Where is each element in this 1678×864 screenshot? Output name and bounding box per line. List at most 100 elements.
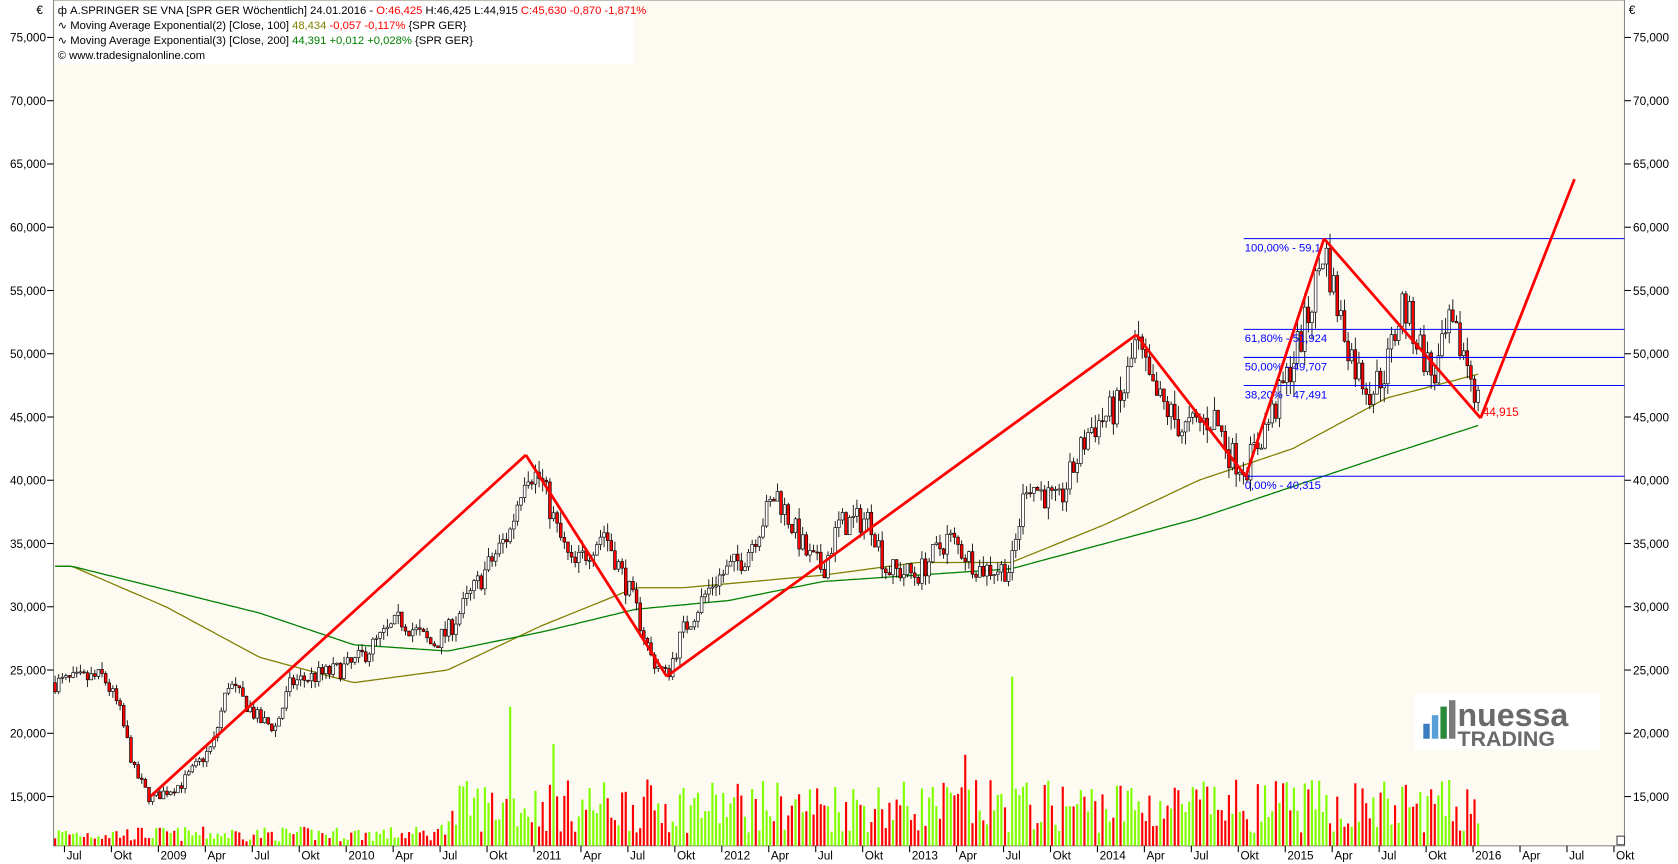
candle (840, 512, 845, 521)
volume-bar (310, 829, 313, 846)
fibonacci-levels: 100,00% - 59,1 61,80% - 51,924 50,00% - 49… (1243, 238, 1625, 492)
volume-bar (996, 794, 999, 846)
volume-bar (1014, 788, 1017, 846)
candle (1039, 489, 1043, 492)
volume-bar (169, 833, 172, 846)
volume-bar (823, 805, 826, 846)
candle (233, 683, 238, 686)
candle (887, 572, 892, 576)
candle (295, 679, 299, 686)
volume-bar (1094, 801, 1097, 846)
volume-bar (501, 802, 505, 846)
candle (981, 566, 986, 577)
volume-bar (1332, 831, 1335, 846)
candle (226, 687, 231, 694)
candle (754, 544, 758, 547)
volume-bar (1101, 794, 1104, 846)
candle (909, 563, 913, 574)
volume-bar (361, 840, 364, 846)
candle (1476, 389, 1480, 403)
x-tick-label: Jul (1381, 850, 1396, 863)
volume-bar (1162, 818, 1165, 846)
candle (179, 785, 184, 789)
candle (866, 512, 870, 520)
candle (1389, 334, 1394, 350)
candle (291, 677, 296, 686)
candle (331, 663, 335, 675)
candle (638, 602, 642, 631)
candle (1057, 488, 1061, 491)
candle (1187, 417, 1191, 423)
volume-bar (1444, 816, 1447, 846)
volume-bar (1361, 788, 1364, 846)
candle (1079, 437, 1083, 464)
candle (559, 522, 563, 538)
volume-bar (1036, 823, 1039, 846)
x-tick-label: Okt (865, 850, 884, 863)
candle (317, 667, 321, 682)
candle (1317, 268, 1321, 272)
volume-bar (335, 827, 338, 846)
volume-bar (1003, 807, 1007, 846)
volume-bar (891, 819, 895, 846)
candle (1089, 427, 1094, 433)
candle (566, 541, 570, 553)
volume-bar (277, 841, 281, 846)
candle (1053, 489, 1058, 491)
volume-bar (949, 792, 952, 846)
volume-bar (1440, 781, 1444, 846)
volume-bar (830, 831, 833, 846)
candle (952, 532, 957, 538)
candle (595, 544, 599, 556)
candle (201, 758, 205, 763)
volume-bar (635, 832, 638, 846)
volume-bar (1458, 830, 1462, 846)
y-tick-label: 50,000 (1633, 348, 1669, 361)
volume-bar (982, 820, 985, 846)
candle (884, 568, 888, 573)
candle (125, 725, 130, 738)
candle (349, 657, 353, 663)
volume-bar (935, 806, 938, 846)
volume-bar (631, 804, 635, 846)
volume-bar (1300, 832, 1303, 846)
candle (53, 682, 57, 693)
candle (450, 619, 455, 635)
y-tick-label: 15,000 (1633, 791, 1669, 804)
volume-bar (1390, 824, 1393, 846)
candle (1108, 396, 1112, 417)
candle (320, 667, 325, 674)
volume-bar (483, 787, 486, 846)
volume-bar (75, 832, 78, 846)
volume-bar (400, 833, 403, 846)
volume-bar (1466, 789, 1469, 846)
volume-bar (989, 780, 992, 846)
volume-bar (516, 826, 519, 846)
volume-bar (472, 797, 476, 846)
candle (262, 717, 267, 724)
candle (1006, 572, 1011, 582)
volume-bar (57, 830, 60, 846)
candle (436, 645, 440, 649)
volume-bar (870, 822, 873, 846)
resize-handle[interactable] (1616, 835, 1626, 846)
candlestick-icon: ф (58, 5, 70, 17)
candle (725, 565, 729, 575)
volume-bar (415, 827, 418, 846)
volume-bar (256, 829, 259, 846)
candle (1003, 564, 1007, 582)
volume-bar (180, 840, 183, 846)
candle (385, 626, 390, 629)
volume-bar (671, 821, 674, 846)
y-tick-label: 20,000 (1633, 728, 1669, 741)
volume-bar (115, 831, 118, 846)
volume-bar (418, 832, 421, 846)
volume-bar (137, 827, 140, 846)
plot-area[interactable] (52, 0, 1626, 847)
candle (244, 695, 249, 712)
candle (1010, 550, 1014, 573)
volume-bar (978, 810, 981, 846)
volume-bar (1357, 821, 1361, 846)
candle (746, 552, 751, 568)
candle (382, 628, 386, 633)
